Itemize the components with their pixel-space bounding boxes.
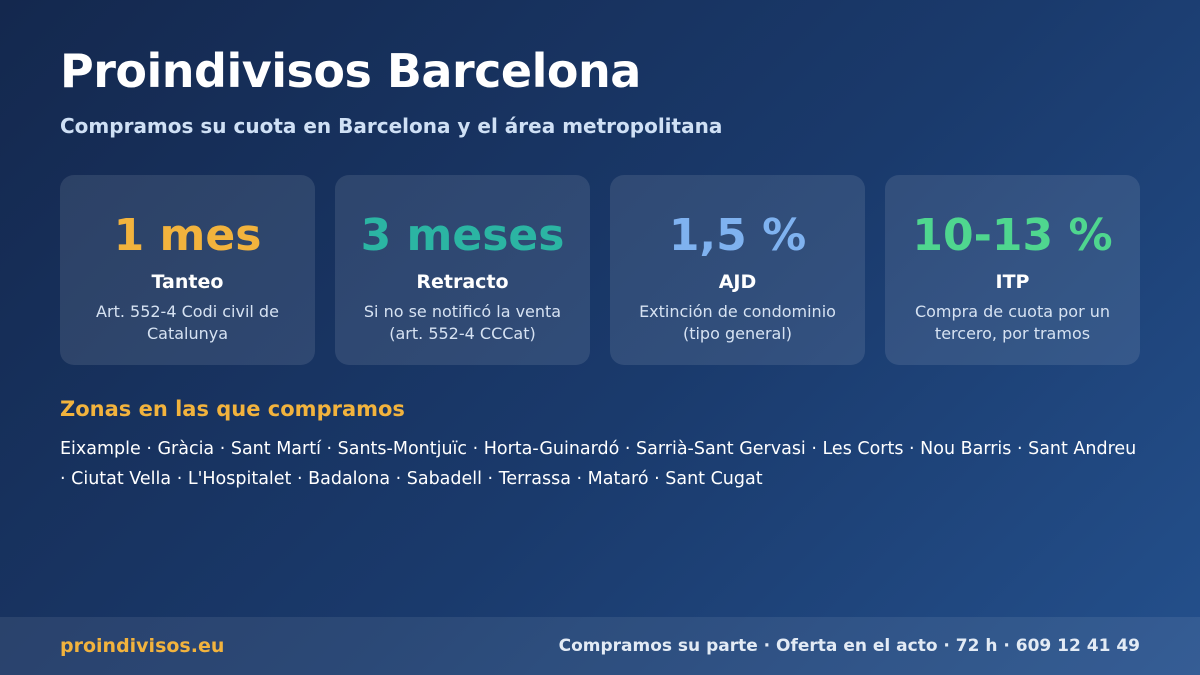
- zones-heading: Zonas en las que compramos: [60, 397, 405, 421]
- stat-card-retracto: 3 meses Retracto Si no se notificó la ve…: [335, 175, 590, 365]
- stat-value: 1 mes: [113, 210, 262, 261]
- stat-card-ajd: 1,5 % AJD Extinción de condominio (tipo …: [610, 175, 865, 365]
- page-subtitle: Compramos su cuota en Barcelona y el áre…: [60, 114, 723, 138]
- stat-card-tanteo: 1 mes Tanteo Art. 552-4 Codi civil de Ca…: [60, 175, 315, 365]
- footer-domain-link[interactable]: proindivisos.eu: [60, 635, 225, 657]
- stat-value: 3 meses: [360, 210, 565, 261]
- stat-label: Retracto: [416, 271, 509, 293]
- stat-card-itp: 10-13 % ITP Compra de cuota por un terce…: [885, 175, 1140, 365]
- stat-value: 10-13 %: [912, 210, 1113, 261]
- stat-value: 1,5 %: [668, 210, 807, 261]
- stat-description: Si no se notificó la venta (art. 552-4 C…: [363, 302, 562, 343]
- footer-bar: proindivisos.eu Compramos su parte · Ofe…: [0, 617, 1200, 675]
- stat-description: Art. 552-4 Codi civil de Catalunya: [96, 302, 279, 343]
- stat-label: Tanteo: [151, 271, 224, 293]
- stat-cards: 1 mes Tanteo Art. 552-4 Codi civil de Ca…: [60, 175, 1140, 365]
- stat-label: AJD: [718, 271, 757, 293]
- stat-description: Extinción de condominio (tipo general): [639, 302, 836, 343]
- stat-description: Compra de cuota por un tercero, por tram…: [914, 302, 1111, 343]
- zones-list: Eixample · Gràcia · Sant Martí · Sants-M…: [60, 439, 1137, 489]
- page-title: Proindivisos Barcelona: [60, 44, 641, 98]
- footer-contact-text: Compramos su parte · Oferta en el acto ·…: [558, 636, 1140, 656]
- stat-label: ITP: [995, 271, 1030, 293]
